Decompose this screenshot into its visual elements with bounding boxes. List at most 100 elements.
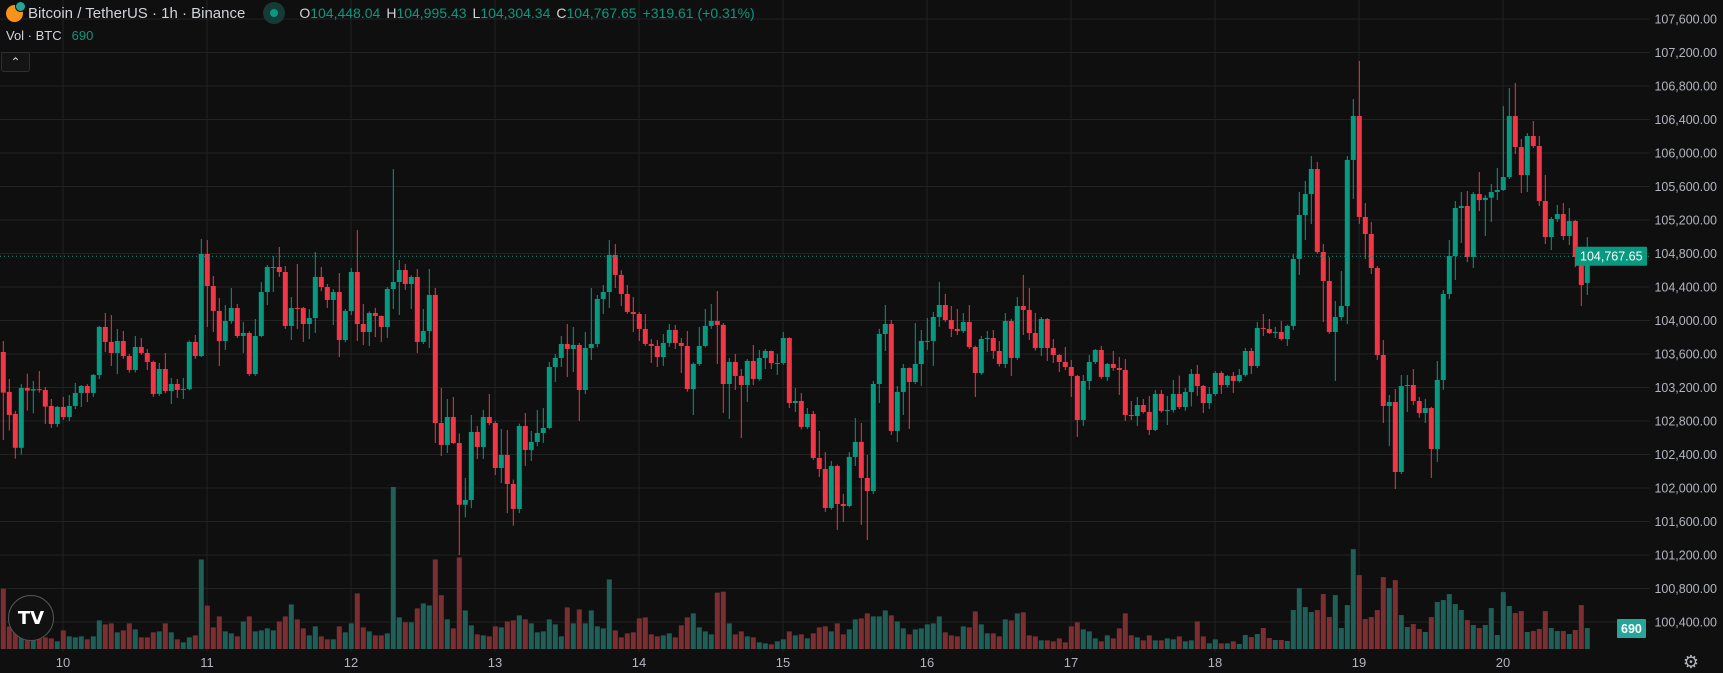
volume-bar — [804, 638, 810, 649]
current-price-label: 104,767.65 — [1575, 246, 1647, 266]
candle — [474, 426, 480, 460]
candle-body — [1482, 197, 1488, 201]
candle — [294, 263, 300, 329]
candle — [234, 304, 240, 339]
candle — [114, 328, 120, 375]
candle — [192, 334, 198, 360]
candle-body — [1584, 256, 1590, 283]
candle-body — [606, 255, 612, 293]
candle — [1164, 395, 1170, 426]
candle-body — [1128, 414, 1134, 416]
symbol-legend[interactable]: Bitcoin / TetherUS · 1h · Binance O104,4… — [6, 0, 755, 24]
candle — [246, 331, 252, 377]
candle-body — [1470, 194, 1476, 258]
volume-bar — [1140, 640, 1146, 649]
volume-bar — [216, 616, 222, 649]
volume-bar — [1494, 635, 1500, 649]
candle-body — [1164, 409, 1170, 411]
candle-body — [1458, 206, 1464, 209]
price-axis[interactable]: 107,600.00 107,200.00 106,800.00 106,400.00… — [1654, 13, 1717, 630]
candle-body — [792, 400, 798, 403]
volume-bar — [1428, 617, 1434, 649]
volume-bar — [960, 626, 966, 649]
candle-body — [1386, 401, 1392, 407]
time-tick-label: 12 — [344, 655, 358, 670]
volume-bar — [744, 636, 750, 649]
candle — [1014, 296, 1020, 360]
low-value: 104,304.34 — [480, 5, 551, 21]
candle-body — [240, 332, 246, 336]
candle-body — [588, 343, 594, 348]
volume-bar — [270, 630, 276, 649]
candle — [762, 348, 768, 369]
tradingview-logo[interactable]: TV — [8, 595, 54, 641]
candle — [330, 289, 336, 326]
volume-bar — [600, 628, 606, 649]
candle-body — [804, 413, 810, 427]
candle-body — [726, 361, 732, 384]
candle — [1026, 288, 1032, 341]
candle — [810, 410, 816, 460]
candle — [174, 378, 180, 398]
volume-bar — [708, 634, 714, 649]
volume-bar — [1392, 580, 1398, 649]
volume-bar — [1434, 602, 1440, 649]
time-tick-label: 16 — [920, 655, 934, 670]
settings-gear-icon[interactable]: ⚙ — [1682, 652, 1700, 672]
volume-bar — [1182, 641, 1188, 649]
time-axis[interactable]: 10 11 12 13 14 15 16 17 18 19 20 — [56, 655, 1510, 670]
collapse-legend-button[interactable]: ⌃ — [1, 52, 30, 72]
volume-bar — [126, 623, 132, 649]
candle-body — [246, 332, 252, 375]
candle — [552, 354, 558, 382]
candle-body — [1224, 375, 1230, 385]
candle-body — [1116, 367, 1122, 370]
candle-body — [816, 457, 822, 469]
candle — [1032, 312, 1038, 351]
candle-body — [402, 269, 408, 284]
candle — [1482, 195, 1488, 236]
volume-bar — [1170, 639, 1176, 649]
candle — [846, 451, 852, 508]
candle-body — [618, 274, 624, 294]
volume-bar — [1242, 635, 1248, 649]
candle — [66, 394, 72, 421]
candle-body — [1014, 306, 1020, 358]
volume-bar — [444, 619, 450, 649]
candle-body — [384, 289, 390, 327]
volume-legend[interactable]: Vol · BTC 690 — [6, 28, 93, 43]
candle — [468, 414, 474, 509]
candle-body — [258, 292, 264, 336]
volume-bar — [90, 636, 96, 649]
candle-body — [1068, 366, 1074, 376]
volume-bar — [666, 633, 672, 649]
volume-bar — [1026, 635, 1032, 649]
candle-body — [798, 400, 804, 427]
candle-body — [1200, 385, 1206, 403]
candle-body — [1182, 392, 1188, 408]
candle-body — [1260, 327, 1266, 329]
volume-bar — [1104, 635, 1110, 649]
symbol-title[interactable]: Bitcoin / TetherUS · 1h · Binance — [28, 4, 246, 22]
candle — [540, 407, 546, 443]
candle — [720, 323, 726, 413]
candle-body — [96, 326, 102, 375]
candle-body — [828, 465, 834, 508]
volume-bar — [522, 619, 528, 649]
volume-bar — [888, 615, 894, 649]
candle — [342, 308, 348, 343]
candle — [450, 396, 456, 444]
volume-bar — [258, 630, 264, 649]
volume-bar — [150, 632, 156, 649]
candle — [594, 294, 600, 348]
candle-body — [282, 272, 288, 326]
candle — [1416, 396, 1422, 418]
candle — [438, 388, 444, 457]
candle-body — [1290, 258, 1296, 326]
candle-body — [906, 367, 912, 382]
candle — [708, 304, 714, 329]
candle — [750, 344, 756, 385]
volume-bar — [1038, 640, 1044, 649]
candle-body — [1440, 293, 1446, 380]
